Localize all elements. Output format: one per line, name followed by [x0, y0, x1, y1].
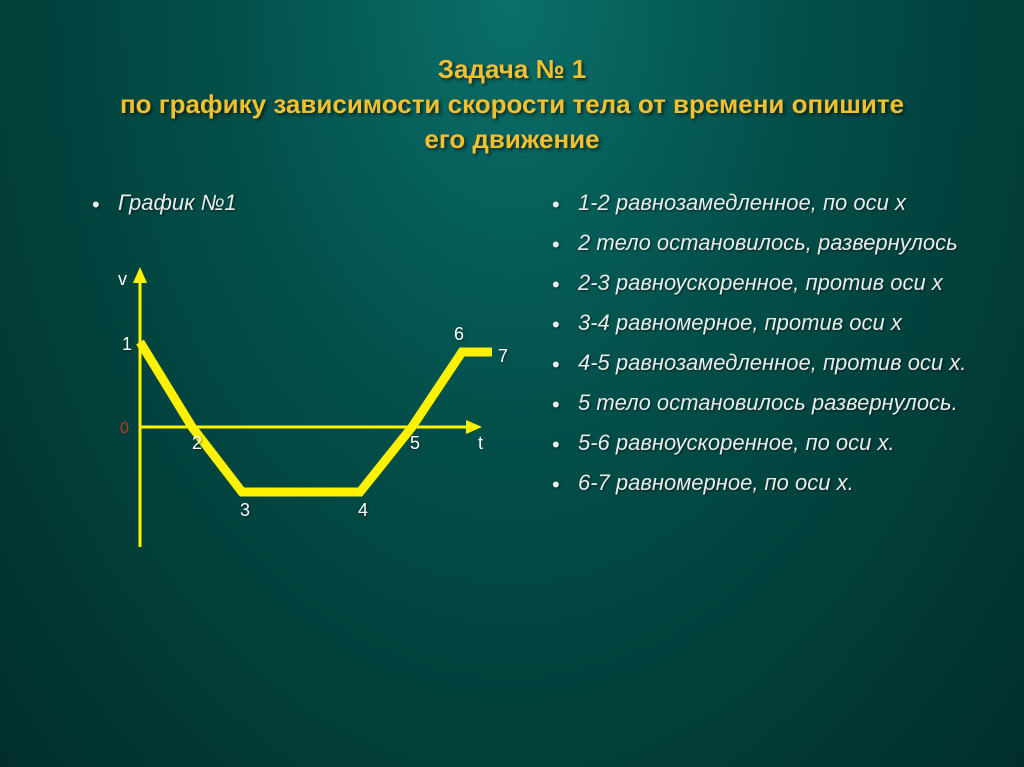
right-bullet-text: 5 тело остановилось развернулось.	[578, 387, 958, 419]
svg-text:7: 7	[498, 346, 508, 366]
right-bullet-text: 3-4 равномерное, против оси х	[578, 307, 902, 339]
right-bullet-text: 2 тело остановилось, развернулось	[578, 227, 958, 259]
title-line-3: его движение	[0, 122, 1024, 157]
svg-text:5: 5	[410, 433, 420, 453]
bullet-icon: •	[552, 387, 578, 421]
bullet-icon: •	[552, 307, 578, 341]
svg-text:3: 3	[240, 500, 250, 520]
svg-text:t: t	[478, 433, 483, 453]
right-bullet-item: •3-4 равномерное, против оси х	[552, 307, 1004, 341]
right-column: •1-2 равнозамедленное, по оси х•2 тело о…	[532, 187, 1024, 557]
left-bullet-text: График №1	[118, 187, 237, 219]
svg-text:2: 2	[192, 433, 202, 453]
left-bullet: • График №1	[92, 187, 512, 221]
chart-svg: v t 0 1 2 3 4 5 6 7	[92, 257, 512, 557]
bullet-icon: •	[552, 347, 578, 381]
content-columns: • График №1 vt01234567 •1-2 равнозамедле…	[0, 187, 1024, 557]
bullet-icon: •	[552, 467, 578, 501]
bullet-icon: •	[92, 187, 118, 221]
slide-title: Задача № 1 по графику зависимости скорос…	[0, 0, 1024, 157]
right-bullet-item: •5-6 равноускоренное, по оси х.	[552, 427, 1004, 461]
left-column: • График №1 v t 0 1 2 3 4 5 6 7	[0, 187, 532, 557]
svg-text:4: 4	[358, 500, 368, 520]
svg-text:1: 1	[122, 334, 132, 354]
title-line-1: Задача № 1	[0, 52, 1024, 87]
right-bullet-item: •5 тело остановилось развернулось.	[552, 387, 1004, 421]
right-bullet-item: •6-7 равномерное, по оси х.	[552, 467, 1004, 501]
bullet-icon: •	[552, 187, 578, 221]
svg-text:0: 0	[120, 420, 129, 437]
right-bullet-text: 1-2 равнозамедленное, по оси х	[578, 187, 906, 219]
title-line-2: по графику зависимости скорости тела от …	[0, 87, 1024, 122]
right-bullet-item: •4-5 равнозамедленное, против оси х.	[552, 347, 1004, 381]
bullet-icon: •	[552, 227, 578, 261]
bullet-icon: •	[552, 427, 578, 461]
right-bullet-item: •2-3 равноускоренное, против оси х	[552, 267, 1004, 301]
right-bullet-text: 2-3 равноускоренное, против оси х	[578, 267, 943, 299]
right-bullet-item: •2 тело остановилось, развернулось	[552, 227, 1004, 261]
velocity-chart: v t 0 1 2 3 4 5 6 7	[92, 257, 512, 557]
bullet-icon: •	[552, 267, 578, 301]
right-bullet-text: 4-5 равнозамедленное, против оси х.	[578, 347, 966, 379]
svg-text:v: v	[118, 269, 127, 289]
right-bullet-text: 5-6 равноускоренное, по оси х.	[578, 427, 895, 459]
right-bullet-item: •1-2 равнозамедленное, по оси х	[552, 187, 1004, 221]
right-bullet-text: 6-7 равномерное, по оси х.	[578, 467, 854, 499]
svg-text:6: 6	[454, 324, 464, 344]
